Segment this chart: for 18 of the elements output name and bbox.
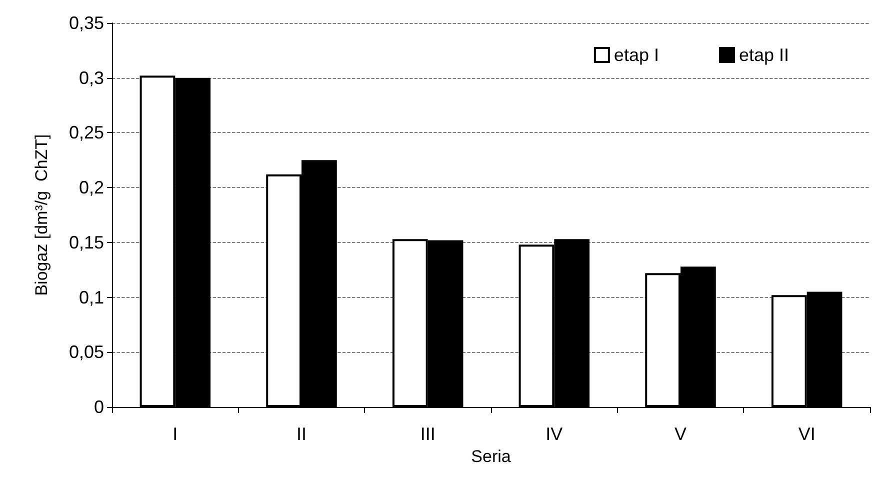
x-tick-label: I	[172, 424, 178, 444]
x-axis-title: Seria	[471, 446, 512, 466]
y-tick-label: 0,15	[68, 232, 104, 252]
y-tick-label: 0,2	[78, 178, 104, 198]
y-tick-label: 0,3	[78, 68, 104, 88]
y-tick-label: 0,1	[78, 287, 104, 308]
x-tick-label: II	[296, 424, 307, 444]
y-tick-label: 0	[94, 397, 104, 417]
y-tick-label: 0,05	[68, 342, 104, 362]
x-tick-label: IV	[546, 424, 563, 444]
legend-label: etap I	[614, 45, 659, 65]
y-tick-label: 0,35	[68, 13, 104, 33]
x-tick-label: III	[420, 424, 436, 444]
x-tick-label: VI	[798, 424, 816, 444]
x-tick-label: V	[674, 424, 687, 444]
y-axis-title: Biogaz [dm³/g ChZT]	[32, 134, 51, 296]
y-tick-label: 0,25	[68, 122, 104, 143]
legend-label: etap II	[738, 45, 790, 65]
